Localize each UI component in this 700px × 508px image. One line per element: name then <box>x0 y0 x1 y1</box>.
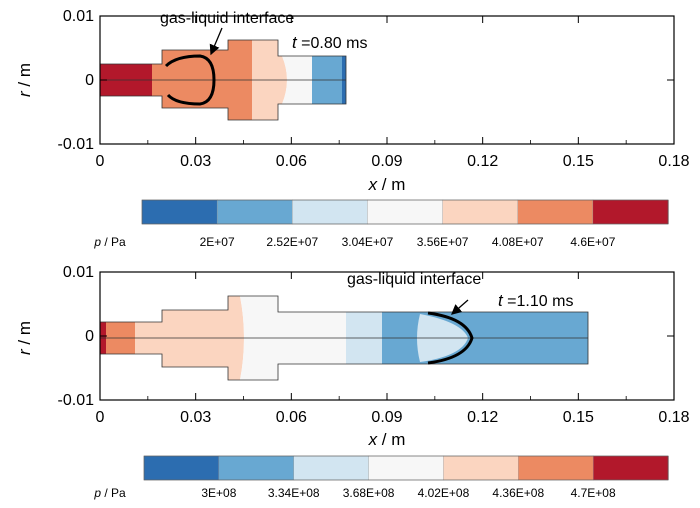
cb1-title-var: p <box>93 235 101 249</box>
y-tick-label: -0.01 <box>58 392 95 409</box>
x-tick-label: 0.09 <box>371 409 402 426</box>
colorbar-1-title: p / Pa <box>93 235 126 249</box>
colorbar-cell <box>592 455 669 481</box>
colorbar-label: 4.6E+07 <box>570 235 615 249</box>
colorbar-cell <box>443 455 519 481</box>
p2-xlabel-unit: / m <box>377 430 405 449</box>
x-tick-label: 0.12 <box>467 153 498 170</box>
colorbar-label: 4.02E+08 <box>418 486 470 500</box>
colorbar-label: 3E+08 <box>201 486 236 500</box>
colorbar-2: 3E+08 3.34E+08 3.68E+08 4.02E+08 4.36E+08 4.7… <box>93 455 669 500</box>
p1-time-label: t =0.80 ms <box>292 33 367 52</box>
p2-ylabel-var: r <box>15 348 34 355</box>
panel-1-field <box>99 39 347 121</box>
p1-y-ticks: 0.01 0 -0.01 <box>58 8 674 153</box>
colorbar-label: 4.36E+08 <box>492 486 544 500</box>
p2-y-axis-label: r / m <box>15 321 34 355</box>
colorbar-cell <box>218 455 295 481</box>
colorbar-label: 3.04E+07 <box>342 235 394 249</box>
x-tick-label: 0.09 <box>371 153 402 170</box>
panel-2-field <box>99 295 589 381</box>
colorbar-frame <box>143 455 669 481</box>
p2-xlabel-var: x <box>368 430 378 449</box>
colorbar-1-cells <box>141 199 669 225</box>
y-tick-label: 0.01 <box>63 264 94 281</box>
p1-xlabel-unit: / m <box>377 175 405 194</box>
p2-x-axis-label: x / m <box>368 430 406 449</box>
colorbar-cell <box>592 199 669 225</box>
p1-x-axis-label: x / m <box>368 175 406 194</box>
p2-time-var: t <box>498 291 504 310</box>
cb1-title-unit: / Pa <box>101 235 126 249</box>
colorbar-label: 2.52E+07 <box>266 235 318 249</box>
cb2-title-var: p <box>93 486 101 500</box>
x-tick-label: 0.15 <box>563 409 594 426</box>
p2-interface-curve <box>427 311 474 365</box>
colorbar-label: 3.56E+07 <box>417 235 469 249</box>
colorbar-2-cells <box>143 455 669 481</box>
p2-x-ticks: 0 0.03 0.06 0.09 0.12 0.15 0.18 <box>96 272 690 426</box>
panel-1: 0 0.03 0.06 0.09 0.12 0.15 0.18 0.010-0.01 x /… <box>15 8 690 194</box>
colorbar-1-labels: 2E+07 2.52E+07 3.04E+07 3.56E+07 4.08E+07 4.6… <box>200 235 616 249</box>
y-tick-label: 0.01 <box>63 8 94 25</box>
colorbar-cell <box>293 455 370 481</box>
colorbar-cell <box>216 199 293 225</box>
p2-interface-annotation: gas-liquid interface <box>347 271 481 288</box>
cb2-title-unit: / Pa <box>101 486 126 500</box>
colorbar-cell <box>442 199 519 225</box>
p1-annotation-arrow <box>209 27 223 56</box>
colorbar-label: 4.7E+08 <box>571 486 616 500</box>
x-tick-label: 0.15 <box>563 153 594 170</box>
x-tick-label: 0 <box>96 153 105 170</box>
y-tick-label: 0 <box>85 328 94 345</box>
p2-time-value: =1.10 ms <box>503 293 574 310</box>
colorbar-1: 2E+07 2.52E+07 3.04E+07 3.56E+07 4.08E+07 4.6… <box>93 199 669 249</box>
p1-interface-curve <box>164 54 216 106</box>
p2-time-label: t =1.10 ms <box>498 291 573 310</box>
colorbar-cell <box>141 199 218 225</box>
panel-2: 0 0.03 0.06 0.09 0.12 0.15 0.18 0.010-0.01 x /… <box>15 264 690 449</box>
p1-xlabel-var: x <box>368 175 378 194</box>
x-tick-label: 0 <box>96 409 105 426</box>
y-tick-label: 0 <box>85 72 94 89</box>
colorbar-2-labels: 3E+08 3.34E+08 3.68E+08 4.02E+08 4.36E+08 4.7… <box>201 486 616 500</box>
p1-x-ticks: 0 0.03 0.06 0.09 0.12 0.15 0.18 <box>96 16 690 170</box>
colorbar-cell <box>368 455 445 481</box>
p1-interface-annotation: gas-liquid interface <box>160 10 294 27</box>
x-tick-label: 0.18 <box>658 409 689 426</box>
p1-time-value: =0.80 ms <box>297 35 368 52</box>
colorbar-cell <box>367 199 444 225</box>
p1-ylabel-var: r <box>15 90 34 97</box>
x-tick-label: 0.03 <box>180 153 211 170</box>
p2-domain-outline <box>99 295 589 381</box>
colorbar-cell <box>517 199 594 225</box>
p2-ylabel-unit: / m <box>15 321 34 349</box>
colorbar-label: 3.68E+08 <box>343 486 395 500</box>
p1-time-var: t <box>292 33 298 52</box>
y-tick-label: -0.01 <box>58 136 95 153</box>
p1-y-axis-label: r / m <box>15 63 34 97</box>
colorbar-frame <box>141 199 669 225</box>
p1-ylabel-unit: / m <box>15 63 34 91</box>
colorbar-cell <box>518 455 594 481</box>
colorbar-label: 4.08E+07 <box>492 235 544 249</box>
x-tick-label: 0.06 <box>276 153 307 170</box>
colorbar-cell <box>143 455 220 481</box>
p2-y-ticks: 0.01 0 -0.01 <box>58 264 674 409</box>
colorbar-2-title: p / Pa <box>93 486 126 500</box>
colorbar-label: 2E+07 <box>200 235 235 249</box>
x-tick-label: 0.06 <box>276 409 307 426</box>
p1-domain-outline <box>99 39 347 121</box>
colorbar-cell <box>292 199 369 225</box>
p2-annotation-arrow <box>451 299 469 315</box>
x-tick-label: 0.12 <box>467 409 498 426</box>
colorbar-label: 3.34E+08 <box>268 486 320 500</box>
x-tick-label: 0.03 <box>180 409 211 426</box>
x-tick-label: 0.18 <box>658 153 689 170</box>
